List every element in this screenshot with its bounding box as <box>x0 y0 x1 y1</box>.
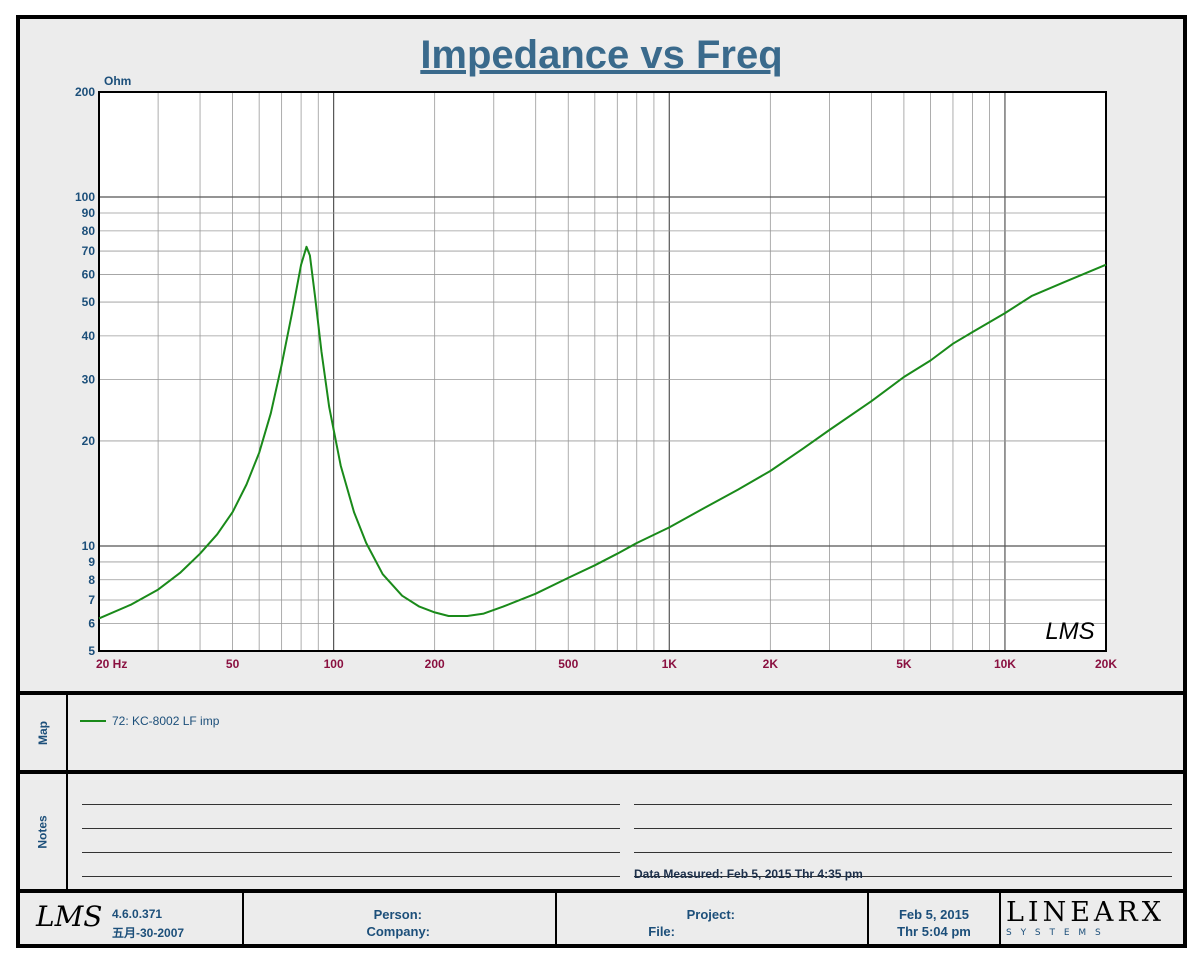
y-tick-label: 40 <box>82 329 96 343</box>
y-tick-label: 10 <box>82 539 96 553</box>
separator <box>20 691 1183 695</box>
lms-logo: LMS <box>36 900 103 933</box>
y-tick-label: 50 <box>82 295 96 309</box>
y-tick-label: 20 <box>82 434 96 448</box>
note-line[interactable] <box>634 852 1172 853</box>
note-line[interactable] <box>82 852 620 853</box>
data-measured-text: Data Measured: Feb 5, 2015 Thr 4:35 pm <box>634 867 863 881</box>
linearx-subtitle: S Y S T E M S <box>1006 928 1104 938</box>
chart-title: Impedance vs Freq <box>420 33 783 77</box>
separator <box>20 770 1183 774</box>
project-label: Project: <box>686 907 735 922</box>
y-tick-label: 100 <box>75 190 95 204</box>
note-line[interactable] <box>634 804 1172 805</box>
main-frame: Impedance vs Freq 5 6 7 8 9 10 20 30 40 50 60 70 80 9… <box>16 15 1187 948</box>
y-tick-label: 90 <box>82 206 96 220</box>
y-tick-label: 80 <box>82 224 96 238</box>
y-tick-label: 200 <box>75 85 95 99</box>
separator <box>20 889 1183 893</box>
y-tick-label: 60 <box>82 267 96 281</box>
x-tick-label: 20 Hz <box>96 657 127 671</box>
y-tick-label: 7 <box>88 593 95 607</box>
map-row-label: Map <box>36 720 50 745</box>
x-tick-label: 50 <box>226 657 240 671</box>
x-tick-label: 10K <box>994 657 1016 671</box>
x-tick-label: 2K <box>763 657 779 671</box>
company-label: Company: <box>366 924 430 939</box>
legend-swatch <box>80 720 106 722</box>
version-text: 4.6.0.371 <box>112 907 163 921</box>
x-tick-label: 100 <box>324 657 344 671</box>
note-line[interactable] <box>634 876 1172 877</box>
build-date-text: 五月-30-2007 <box>112 926 185 940</box>
y-tick-label: 9 <box>88 555 95 569</box>
divider <box>867 893 869 944</box>
x-tick-label: 20K <box>1095 657 1117 671</box>
x-tick-label: 200 <box>425 657 445 671</box>
linearx-brand: LINEARX <box>1006 897 1165 928</box>
divider <box>66 774 68 889</box>
impedance-chart: 5 6 7 8 9 10 20 30 40 50 60 70 80 90 100 200 Ohm 20 Hz 50 1… <box>75 74 1117 671</box>
note-line[interactable] <box>82 876 620 877</box>
x-tick-label: 500 <box>558 657 578 671</box>
date-text: Feb 5, 2015 <box>898 907 970 922</box>
person-label: Person: <box>373 907 422 922</box>
linearx-logo: LINEARX S Y S T E M S <box>1006 899 1176 941</box>
x-tick-label: 5K <box>896 657 912 671</box>
notes-row-label: Notes <box>36 814 50 849</box>
y-tick-label: 5 <box>88 644 95 658</box>
y-tick-label: 70 <box>82 244 96 258</box>
impedance-curve <box>98 245 1107 620</box>
lms-watermark: LMS <box>1045 618 1094 645</box>
plot-background <box>99 92 1106 651</box>
divider <box>242 893 244 944</box>
chart-area: Impedance vs Freq 5 6 7 8 9 10 20 30 40 50 60 70 80 9… <box>20 19 1183 695</box>
y-tick-label: 6 <box>88 616 95 630</box>
time-text: Thr 5:04 pm <box>897 924 971 939</box>
y-tick-label: 8 <box>88 573 95 587</box>
divider <box>999 893 1001 944</box>
note-line[interactable] <box>82 828 620 829</box>
y-axis-label: Ohm <box>104 74 131 88</box>
divider <box>66 695 68 770</box>
plot-border <box>98 91 1107 652</box>
file-label: File: <box>648 924 675 939</box>
note-line[interactable] <box>634 828 1172 829</box>
x-tick-label: 1K <box>662 657 678 671</box>
note-line[interactable] <box>82 804 620 805</box>
legend-entry[interactable]: 72: KC-8002 LF imp <box>112 714 220 728</box>
y-tick-label: 30 <box>82 372 96 386</box>
divider <box>555 893 557 944</box>
